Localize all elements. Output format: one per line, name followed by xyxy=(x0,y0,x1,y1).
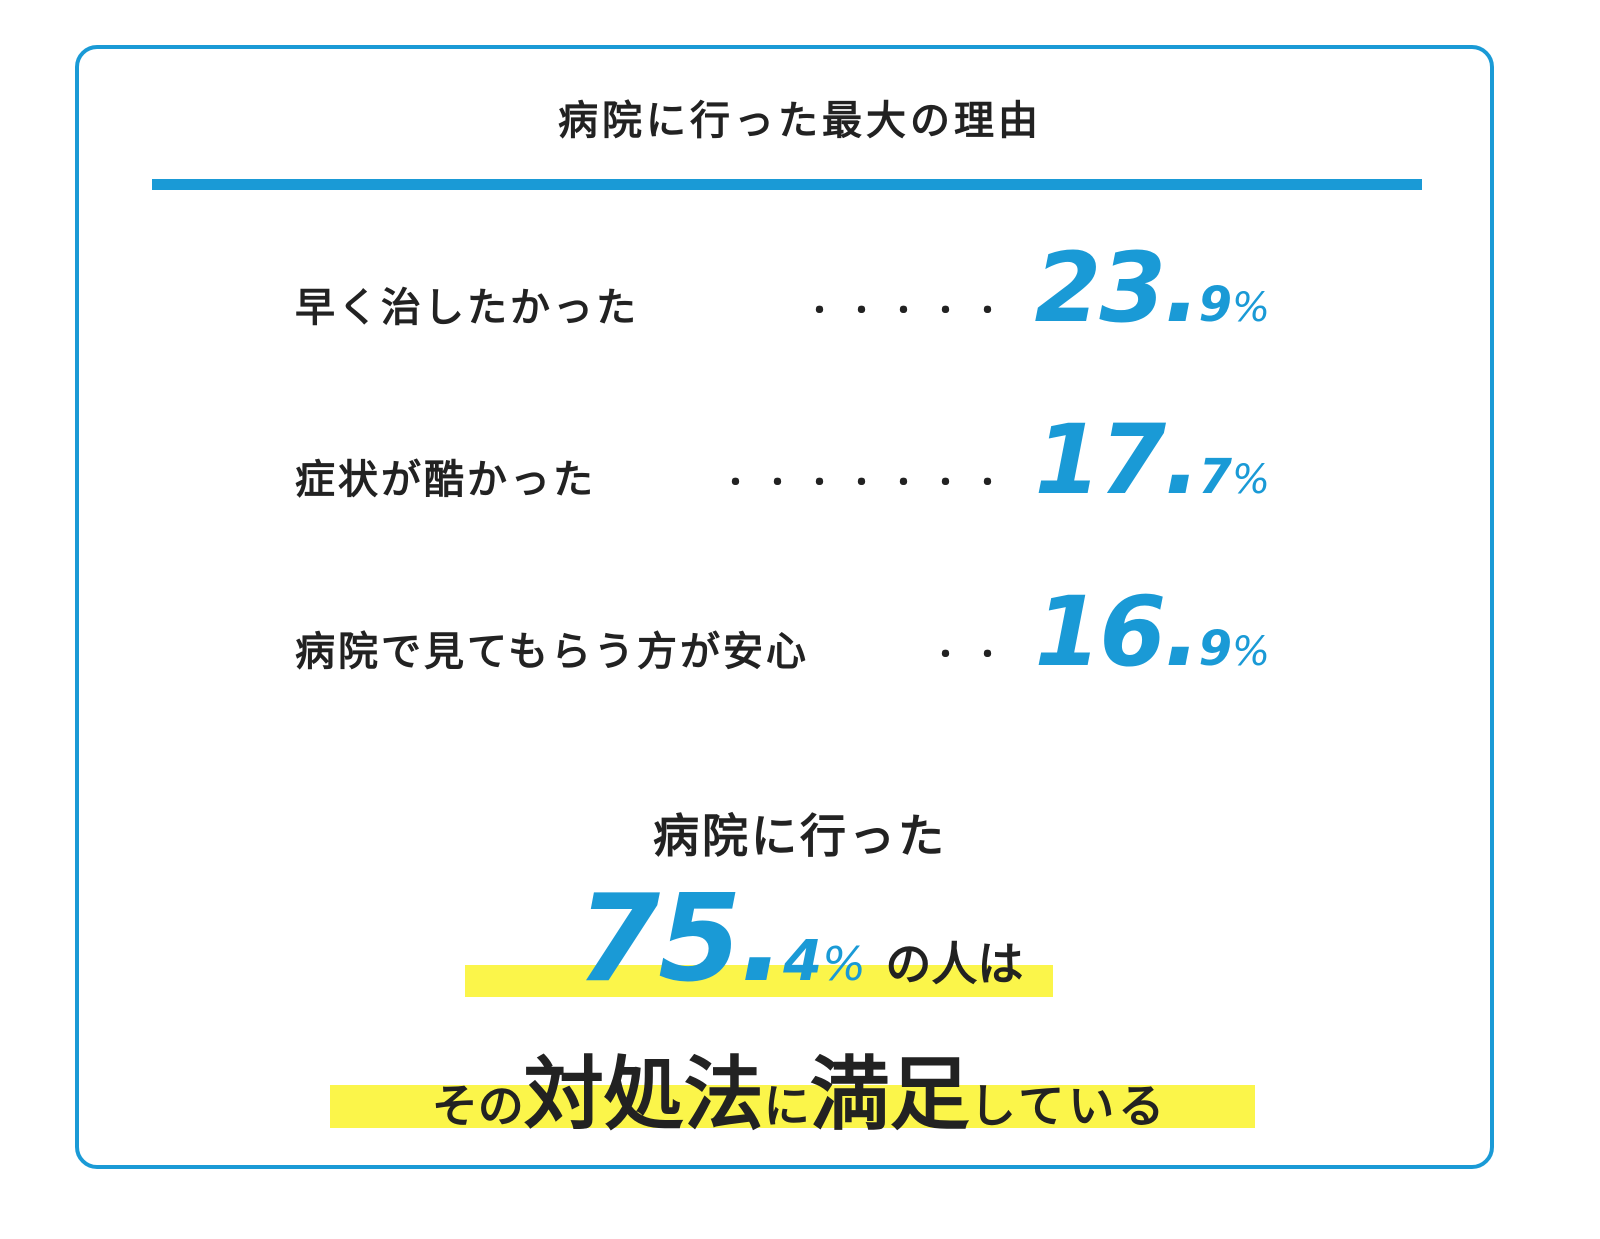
item-label: 症状が酷かった xyxy=(295,457,596,503)
summary-text: に xyxy=(763,1079,810,1133)
summary-line: 病院に行った xyxy=(653,809,947,863)
item-value: 23. xyxy=(1034,232,1201,344)
item-unit: % xyxy=(1231,629,1270,675)
summary-text: の人は xyxy=(885,937,1024,991)
summary-text: その xyxy=(431,1079,524,1133)
item-value: 17. xyxy=(1034,404,1201,516)
summary-line: 75.4% の人は xyxy=(0,870,1600,1009)
summary-value: 75. xyxy=(576,870,786,1009)
highlight xyxy=(330,1085,1255,1128)
summary-decimal: 4 xyxy=(783,929,823,994)
item-decimal: 9 xyxy=(1198,277,1232,333)
summary-emphasis: 満足 xyxy=(809,1048,970,1141)
item-leader: ・・・・・ xyxy=(804,294,1015,329)
item-unit: % xyxy=(1231,457,1270,503)
item-leader: ・・・・・・・ xyxy=(720,466,1015,501)
summary-emphasis: 対処法 xyxy=(523,1048,764,1141)
item-row: 早く治したかった ・・・・・ 23. 9% xyxy=(295,232,1270,344)
item-row: 病院で見てもらう方が安心 ・・ 16. 9% xyxy=(295,576,1270,688)
item-decimal: 9 xyxy=(1198,621,1232,677)
frame xyxy=(75,45,1494,1169)
item-unit: % xyxy=(1231,285,1270,331)
title: 病院に行った最大の理由 xyxy=(558,98,1042,144)
summary-unit: % xyxy=(822,937,866,991)
summary-text: している xyxy=(969,1079,1169,1133)
summary-line: その対処法に満足している xyxy=(0,1030,1600,1146)
item-label: 早く治したかった xyxy=(295,285,639,331)
item-value: 16. xyxy=(1034,576,1201,688)
item-row: 症状が酷かった ・・・・・・・ 17. 7% xyxy=(295,404,1270,516)
item-label: 病院で見てもらう方が安心 xyxy=(295,629,809,675)
divider xyxy=(152,179,1422,190)
highlight xyxy=(465,965,1053,997)
item-decimal: 7 xyxy=(1198,449,1232,505)
item-leader: ・・ xyxy=(930,638,1015,673)
